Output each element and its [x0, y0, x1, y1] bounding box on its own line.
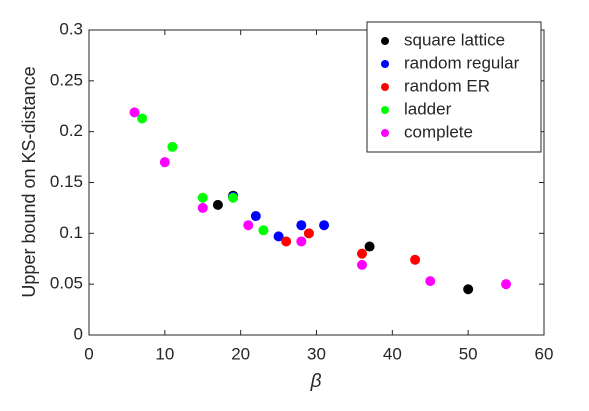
point	[281, 236, 292, 247]
legend-marker	[381, 106, 389, 114]
x-tick-label: 40	[383, 344, 402, 363]
legend-marker	[381, 37, 389, 45]
y-axis-label: Upper bound on KS-distance	[19, 66, 39, 297]
point	[319, 220, 330, 231]
point	[137, 113, 148, 124]
point	[364, 241, 375, 252]
point	[357, 259, 367, 270]
point	[197, 202, 208, 213]
x-tick-label: 10	[155, 344, 174, 363]
point	[129, 107, 140, 118]
legend-label: random ER	[404, 76, 490, 95]
legend-marker	[381, 129, 389, 137]
x-tick-label: 0	[84, 344, 93, 363]
point	[463, 284, 474, 295]
point	[357, 248, 367, 259]
point	[425, 276, 436, 287]
y-tick-label: 0.2	[59, 121, 83, 140]
x-tick-label: 50	[459, 344, 478, 363]
point	[296, 220, 307, 231]
point	[159, 157, 170, 168]
y-tick-label: 0	[74, 324, 83, 343]
y-tick-label: 0.3	[59, 19, 83, 38]
point	[303, 228, 314, 239]
point	[167, 141, 178, 152]
legend-marker	[381, 60, 389, 68]
point	[243, 220, 254, 231]
legend-marker	[381, 83, 389, 91]
y-tick-label: 0.25	[50, 70, 83, 89]
y-tick-label: 0.15	[50, 172, 83, 191]
x-axis-label: β	[310, 371, 322, 392]
legend-box	[366, 21, 542, 153]
x-tick-label: 60	[535, 344, 554, 363]
x-tick-label: 20	[231, 344, 250, 363]
point	[250, 211, 261, 222]
point	[273, 231, 284, 242]
point	[410, 254, 421, 265]
point	[296, 236, 307, 247]
y-tick-label: 0.1	[59, 223, 83, 242]
point	[212, 199, 223, 210]
point	[197, 192, 208, 203]
x-tick-label: 30	[307, 344, 326, 363]
legend-label: ladder	[404, 99, 452, 118]
legend-label: random regular	[404, 53, 520, 72]
point	[258, 225, 269, 236]
y-tick-label: 0.05	[50, 274, 83, 293]
point	[501, 279, 512, 290]
point	[228, 192, 239, 203]
legend-label: square lattice	[404, 30, 505, 49]
legend-label: complete	[404, 122, 473, 141]
